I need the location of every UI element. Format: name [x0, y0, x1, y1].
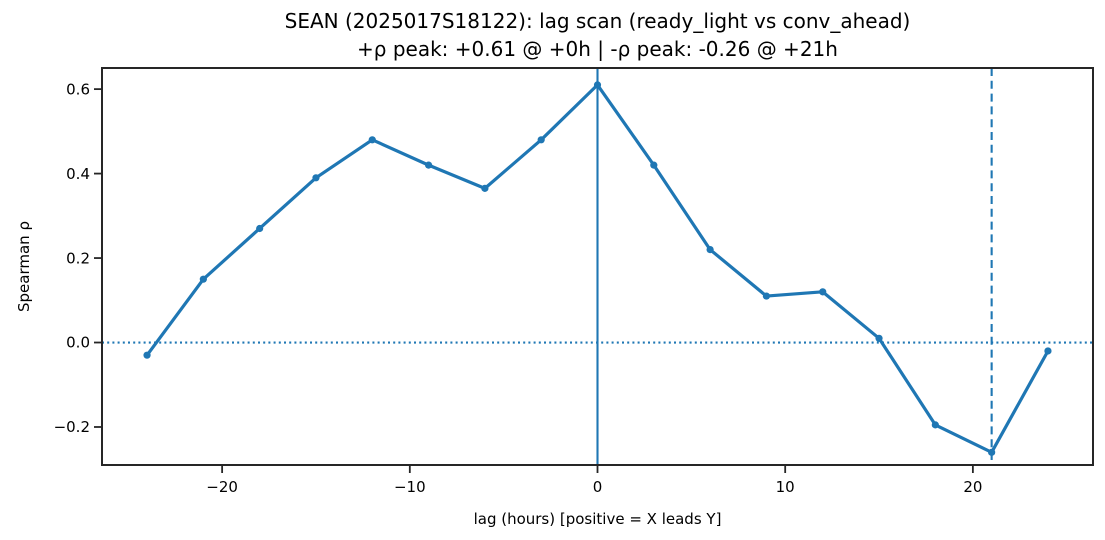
y-tick-label: −0.2	[54, 418, 90, 436]
data-point	[481, 184, 489, 192]
x-tick-label: −10	[394, 478, 426, 496]
chart-title: SEAN (2025017S18122): lag scan (ready_li…	[285, 9, 911, 33]
chart-subtitle: +ρ peak: +0.61 @ +0h | -ρ peak: -0.26 @ …	[357, 37, 838, 61]
data-point	[706, 246, 714, 254]
x-tick-label: −20	[206, 478, 238, 496]
data-point	[988, 448, 996, 456]
plot-border	[101, 67, 1094, 466]
data-point	[931, 421, 939, 429]
y-tick-label: 0.6	[66, 80, 90, 98]
data-point	[368, 136, 376, 144]
x-tick-label: 0	[593, 478, 603, 496]
data-point	[819, 288, 827, 296]
data-point	[424, 161, 433, 169]
x-tick-label: 20	[963, 478, 982, 496]
data-point	[650, 161, 658, 169]
data-point	[143, 351, 151, 359]
x-tick-label: 10	[776, 478, 795, 496]
data-point	[593, 81, 602, 89]
label-layer: SEAN (2025017S18122): lag scan (ready_li…	[15, 9, 910, 528]
data-point	[875, 334, 883, 342]
data-point	[312, 174, 320, 182]
y-tick-label: 0.4	[66, 165, 90, 183]
data-point	[537, 136, 545, 144]
data-point	[762, 292, 771, 300]
y-axis-label: Spearman ρ	[15, 221, 33, 312]
data-point	[256, 224, 264, 233]
y-tick-label: 0.0	[66, 334, 90, 352]
plot-area: −20 −10 0 10 20 0.6 0.4 0.2 0.0 −0.2	[54, 67, 1094, 496]
x-axis-label: lag (hours) [positive = X leads Y]	[474, 510, 722, 528]
data-point	[199, 275, 207, 283]
y-tick-label: 0.2	[66, 249, 90, 267]
data-point	[1044, 347, 1052, 355]
